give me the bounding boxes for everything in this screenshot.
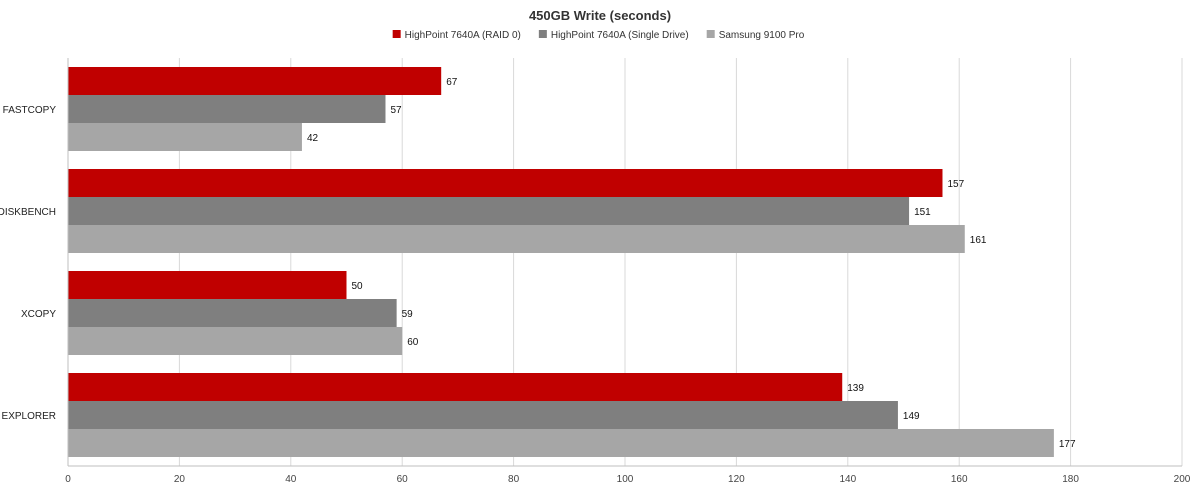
data-label-fastcopy-samsung-9100-pro: 42 xyxy=(307,133,319,144)
category-label-diskbench: DISKBENCH xyxy=(0,207,56,218)
bar-xcopy-samsung-9100-pro xyxy=(68,327,403,355)
bar-explorer-highpoint-7640a-raid-0 xyxy=(68,373,843,401)
legend-label-samsung-9100-pro: Samsung 9100 Pro xyxy=(719,30,805,41)
x-tick-label-120: 120 xyxy=(728,474,745,485)
bar-explorer-samsung-9100-pro xyxy=(68,429,1054,457)
x-tick-label-20: 20 xyxy=(174,474,186,485)
data-label-diskbench-samsung-9100-pro: 161 xyxy=(970,235,987,246)
x-tick-label-200: 200 xyxy=(1174,474,1191,485)
data-label-diskbench-highpoint-7640a-single-drive: 151 xyxy=(914,207,931,218)
category-label-xcopy: XCOPY xyxy=(21,309,56,320)
legend-label-highpoint-7640a-raid-0: HighPoint 7640A (RAID 0) xyxy=(405,30,521,41)
bar-diskbench-highpoint-7640a-raid-0 xyxy=(68,169,943,197)
bar-explorer-highpoint-7640a-single-drive xyxy=(68,401,898,429)
legend-swatch-highpoint-7640a-single-drive xyxy=(538,30,547,38)
legend-swatch-highpoint-7640a-raid-0 xyxy=(392,30,401,38)
data-label-xcopy-highpoint-7640a-raid-0: 50 xyxy=(352,281,364,292)
bar-fastcopy-highpoint-7640a-single-drive xyxy=(68,95,386,123)
bar-xcopy-highpoint-7640a-raid-0 xyxy=(68,271,347,299)
data-label-fastcopy-highpoint-7640a-raid-0: 67 xyxy=(446,77,458,88)
data-label-xcopy-samsung-9100-pro: 60 xyxy=(407,337,419,348)
legend-swatch-samsung-9100-pro xyxy=(706,30,715,38)
bar-fastcopy-highpoint-7640a-raid-0 xyxy=(68,67,442,95)
category-label-explorer: EXPLORER xyxy=(2,411,56,422)
bar-diskbench-samsung-9100-pro xyxy=(68,225,965,253)
x-axis-ticks: 0 20 40 60 80 100 120 140 160 180 200 xyxy=(65,474,1191,485)
bars-group xyxy=(68,67,1054,457)
x-tick-label-100: 100 xyxy=(617,474,634,485)
chart-title: 450GB Write (seconds) xyxy=(529,8,671,23)
category-labels-group: FASTCOPY DISKBENCH XCOPY EXPLORER xyxy=(0,105,56,422)
data-labels-group: 67 57 42 157 151 161 50 59 60 139 149 177 xyxy=(307,77,1076,450)
x-tick-label-80: 80 xyxy=(508,474,520,485)
data-label-explorer-samsung-9100-pro: 177 xyxy=(1059,439,1076,450)
chart-legend: HighPoint 7640A (RAID 0) HighPoint 7640A … xyxy=(392,30,805,41)
data-label-explorer-highpoint-7640a-raid-0: 139 xyxy=(847,383,864,394)
legend-label-highpoint-7640a-single-drive: HighPoint 7640A (Single Drive) xyxy=(551,30,689,41)
bar-fastcopy-samsung-9100-pro xyxy=(68,123,302,151)
bar-diskbench-highpoint-7640a-single-drive xyxy=(68,197,910,225)
data-label-explorer-highpoint-7640a-single-drive: 149 xyxy=(903,411,920,422)
x-tick-label-60: 60 xyxy=(397,474,409,485)
x-tick-label-0: 0 xyxy=(65,474,71,485)
category-label-fastcopy: FASTCOPY xyxy=(3,105,57,116)
x-tick-label-140: 140 xyxy=(839,474,856,485)
x-tick-label-160: 160 xyxy=(951,474,968,485)
data-label-fastcopy-highpoint-7640a-single-drive: 57 xyxy=(390,105,402,116)
data-label-diskbench-highpoint-7640a-raid-0: 157 xyxy=(947,179,964,190)
x-tick-label-180: 180 xyxy=(1062,474,1079,485)
data-label-xcopy-highpoint-7640a-single-drive: 59 xyxy=(402,309,414,320)
bar-xcopy-highpoint-7640a-single-drive xyxy=(68,299,397,327)
x-tick-label-40: 40 xyxy=(285,474,297,485)
axes xyxy=(67,58,1182,467)
